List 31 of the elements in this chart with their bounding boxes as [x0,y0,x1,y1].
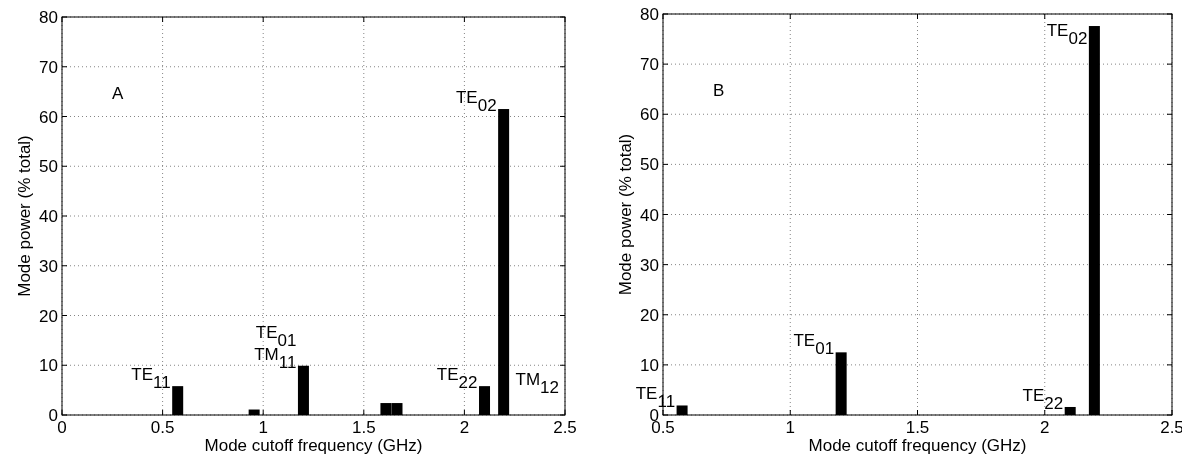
x-tick-label: 1 [258,418,268,437]
x-tick-label: 2 [1040,418,1050,437]
y-axis-title: Mode power (% total) [15,135,34,297]
y-tick-label: 20 [39,306,58,326]
y-tick-label: 10 [39,356,58,376]
y-tick-label: 50 [39,157,58,177]
y-tick-label: 40 [640,205,659,225]
y-tick-label: 0 [48,406,58,425]
annotation: A [112,84,124,103]
x-tick-label: 1.5 [351,418,376,437]
y-tick-label: 80 [39,8,58,27]
y-tick-label: 60 [39,107,58,127]
y-tick-label: 60 [640,105,659,125]
y-tick-label: 30 [39,256,58,276]
x-axis-title: Mode cutoff frequency (GHz) [204,436,423,455]
annotation: B [713,81,725,100]
x-tick-label: 2 [459,418,470,437]
x-tick-label: 2.5 [553,418,577,437]
y-tick-label: 70 [39,57,58,77]
y-axis-title: Mode power (% total) [616,133,635,296]
y-tick-label: 70 [640,55,659,75]
x-tick-label: 1.5 [905,418,930,437]
y-tick-label: 50 [640,155,659,175]
y-tick-label: 20 [640,305,659,325]
y-tick-label: 30 [640,255,659,275]
y-tick-label: 80 [640,5,659,24]
x-tick-label: 0.5 [150,418,175,437]
x-tick-label: 1 [785,418,795,437]
x-axis-title: Mode cutoff frequency (GHz) [808,436,1027,455]
y-tick-label: 10 [640,355,659,375]
y-tick-label: 40 [39,207,58,226]
